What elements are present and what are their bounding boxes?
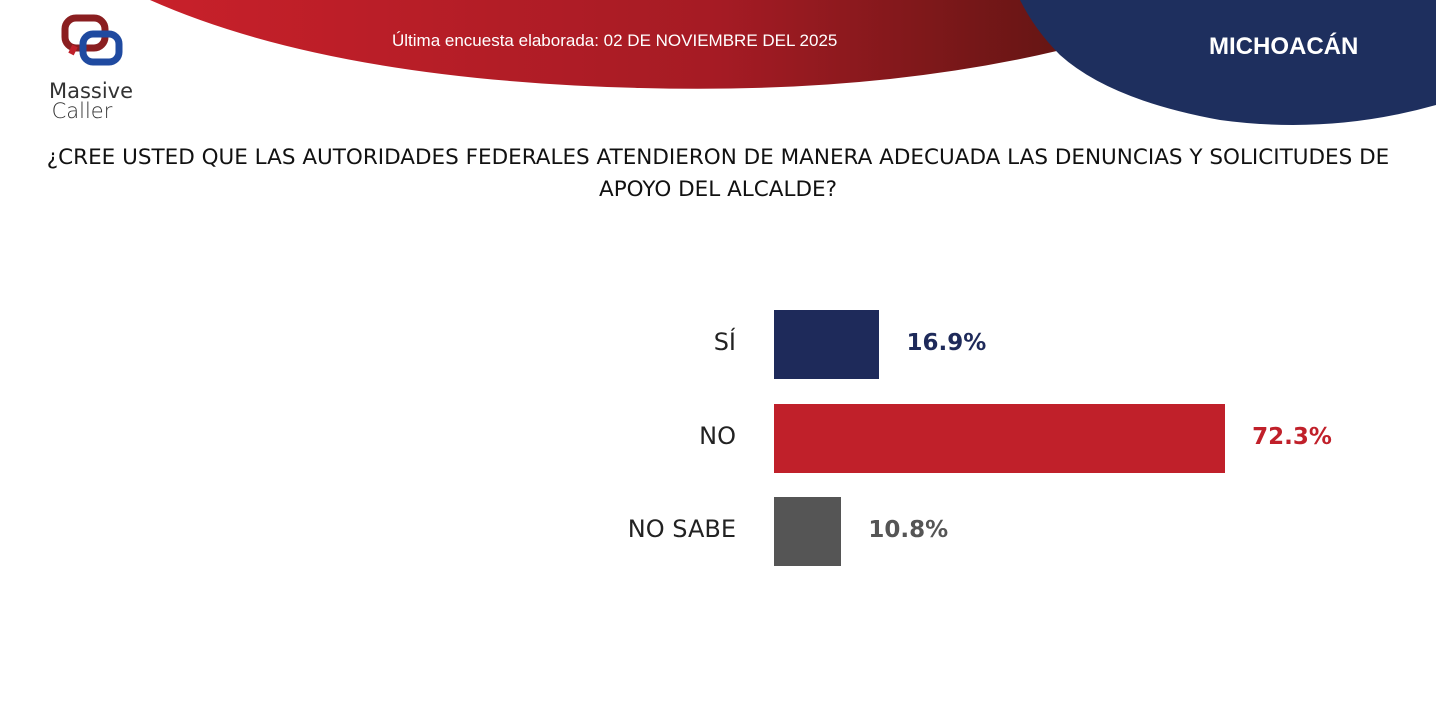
logo-text-caller: Caller — [51, 99, 113, 123]
category-label: SÍ — [713, 328, 736, 356]
logo-text-massive: Massive — [48, 79, 134, 103]
logo: Massive Caller — [36, 14, 146, 122]
chart-title: ¿CREE USTED QUE LAS AUTORIDADES FEDERALE… — [46, 145, 1390, 202]
data-label: 72.3% — [1252, 424, 1332, 450]
data-label: 10.8% — [868, 517, 949, 543]
state-name: MICHOACÁN — [1209, 33, 1359, 60]
survey-date: Última encuesta elaborada: 02 DE NOVIEMB… — [392, 31, 838, 50]
category-label: NO — [699, 422, 736, 450]
category-label: NO SABE — [627, 515, 736, 543]
data-label: 16.9% — [906, 330, 987, 356]
bar — [774, 310, 880, 379]
red-wave-shape — [150, 0, 1100, 89]
blue-wave-shape — [1020, 0, 1436, 125]
logo-chat-icon — [61, 14, 123, 66]
bar — [774, 497, 842, 566]
header-decoration — [150, 0, 1436, 125]
bar — [774, 404, 1226, 473]
